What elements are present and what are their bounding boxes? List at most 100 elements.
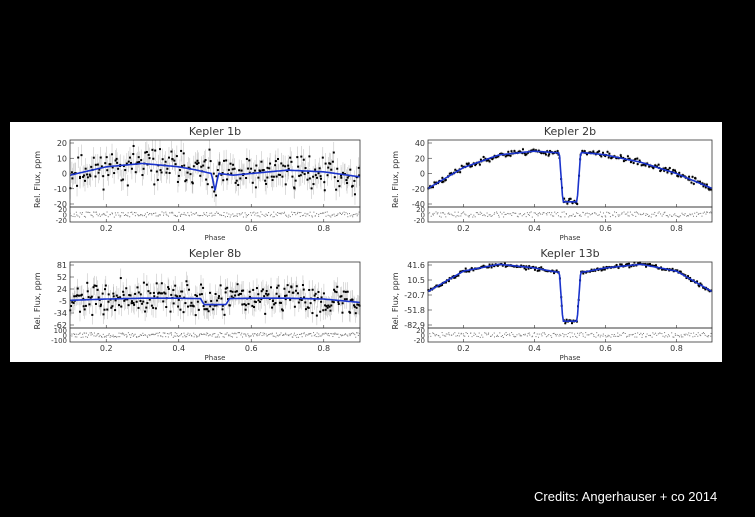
residual-point <box>314 334 316 336</box>
residual-point <box>104 335 106 337</box>
data-point <box>186 284 189 287</box>
data-point <box>204 300 207 303</box>
data-point <box>106 308 109 311</box>
residual-point <box>647 213 649 215</box>
data-point <box>174 163 177 166</box>
data-point <box>257 299 260 302</box>
residual-point <box>250 335 252 337</box>
residual-point <box>519 335 521 337</box>
data-point <box>308 177 311 180</box>
residual-point <box>710 335 712 337</box>
data-point <box>204 159 207 162</box>
data-point <box>289 156 292 159</box>
residual-point <box>318 215 320 217</box>
residual-point <box>591 212 593 214</box>
data-point <box>526 151 529 154</box>
residual-point <box>269 215 271 217</box>
residual-point <box>203 333 205 335</box>
residual-point <box>245 335 247 337</box>
data-point <box>79 177 82 180</box>
data-point <box>310 187 313 190</box>
data-point <box>671 267 674 270</box>
residual-point <box>93 211 95 213</box>
residual-point <box>255 212 257 214</box>
data-point <box>232 163 235 166</box>
y-tick-label: -20 <box>54 200 67 209</box>
data-point <box>596 151 599 154</box>
data-point <box>576 203 579 206</box>
data-point <box>224 287 227 290</box>
residual-point <box>322 333 324 335</box>
residual-point <box>176 335 178 337</box>
residual-point <box>475 333 477 335</box>
residual-point <box>112 334 114 336</box>
data-point <box>110 306 113 309</box>
data-point <box>187 166 190 169</box>
data-point <box>304 167 307 170</box>
residual-point <box>142 332 144 334</box>
residual-point <box>183 212 185 214</box>
x-tick-label: 0.4 <box>528 224 541 233</box>
residual-point <box>281 212 283 214</box>
residual-point <box>206 212 208 214</box>
data-point <box>532 148 535 151</box>
data-point <box>284 298 287 301</box>
data-point <box>336 167 339 170</box>
data-point <box>605 265 608 268</box>
residual-point <box>171 334 173 336</box>
data-point <box>186 171 189 174</box>
residual-point <box>277 335 279 337</box>
data-point <box>710 188 713 191</box>
residual-point <box>265 213 267 215</box>
data-point <box>542 152 545 155</box>
data-point <box>107 174 110 177</box>
residual-point <box>515 336 517 338</box>
data-point <box>645 265 648 268</box>
residual-point <box>332 336 334 338</box>
data-point <box>191 182 194 185</box>
residual-point <box>578 215 580 217</box>
residual-point <box>608 335 610 337</box>
residual-point <box>569 215 571 217</box>
residual-point <box>159 214 161 216</box>
residual-point <box>141 214 143 216</box>
data-point <box>663 268 666 271</box>
data-point <box>209 160 212 163</box>
data-point <box>433 181 436 184</box>
data-point <box>123 299 126 302</box>
residual-point <box>108 334 110 336</box>
data-point <box>111 166 114 169</box>
data-point <box>634 158 637 161</box>
y-tick-label: -51.8 <box>404 306 425 315</box>
data-point <box>130 302 133 305</box>
data-point <box>284 294 287 297</box>
data-point <box>456 170 459 173</box>
data-point <box>198 293 201 296</box>
data-points <box>69 277 361 317</box>
residual-point <box>140 214 142 216</box>
data-point <box>147 153 150 156</box>
residual-point <box>472 216 474 218</box>
data-point <box>132 145 135 148</box>
residual-point <box>102 333 104 335</box>
residual-point <box>542 332 544 334</box>
residual-point <box>178 335 180 337</box>
y-tick-label: -82.9 <box>404 321 425 330</box>
data-point <box>300 298 303 301</box>
data-point <box>86 176 89 179</box>
residual-point <box>345 333 347 335</box>
data-point <box>335 291 338 294</box>
residual-point <box>557 215 559 217</box>
x-tick-label: 0.2 <box>457 224 470 233</box>
residual-point <box>187 332 189 334</box>
residual-point <box>588 213 590 215</box>
data-point <box>324 308 327 311</box>
residual-point <box>476 335 478 337</box>
residual-point <box>473 332 475 334</box>
residual-point <box>697 213 699 215</box>
residual-point <box>182 214 184 216</box>
residual-point <box>555 335 557 337</box>
data-point <box>284 165 287 168</box>
residual-point <box>490 215 492 217</box>
data-point <box>230 295 233 298</box>
